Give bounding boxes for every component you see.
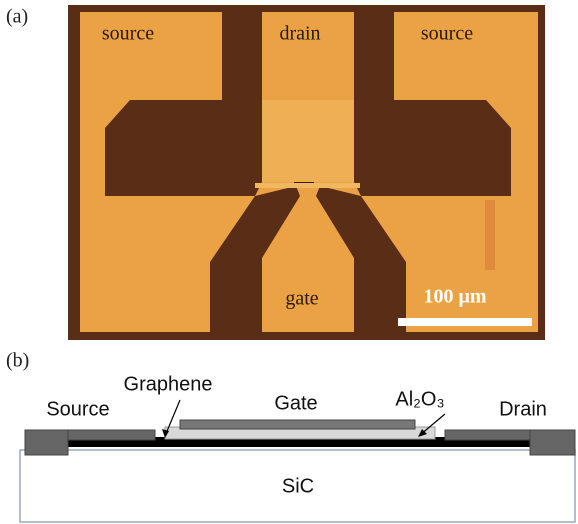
layer-label: SiC: [282, 475, 314, 497]
scale-bar: [398, 318, 532, 326]
layer-label: Al₂O₃: [395, 388, 444, 410]
panel-label: (b): [6, 350, 29, 372]
gate-electrode: [180, 420, 415, 429]
source-contact: [25, 430, 68, 455]
layer-label: Drain: [499, 398, 547, 420]
figure: (a) source drain source gate 100 μm (b) …: [0, 0, 578, 524]
pad-label: drain: [279, 23, 320, 45]
pad-label: gate: [285, 288, 318, 310]
layer-label: Source: [46, 398, 109, 420]
stain: [485, 200, 495, 270]
scale-label: 100 μm: [424, 286, 487, 308]
panel-label: (a): [6, 6, 28, 28]
pad-label: source: [102, 23, 154, 45]
pad-label: source: [421, 23, 473, 45]
layer-label: Graphene: [124, 373, 213, 395]
drain-finger: [262, 100, 354, 182]
layer-label: Gate: [274, 392, 317, 414]
contact-line: [255, 183, 360, 188]
drain-contact: [530, 430, 575, 455]
